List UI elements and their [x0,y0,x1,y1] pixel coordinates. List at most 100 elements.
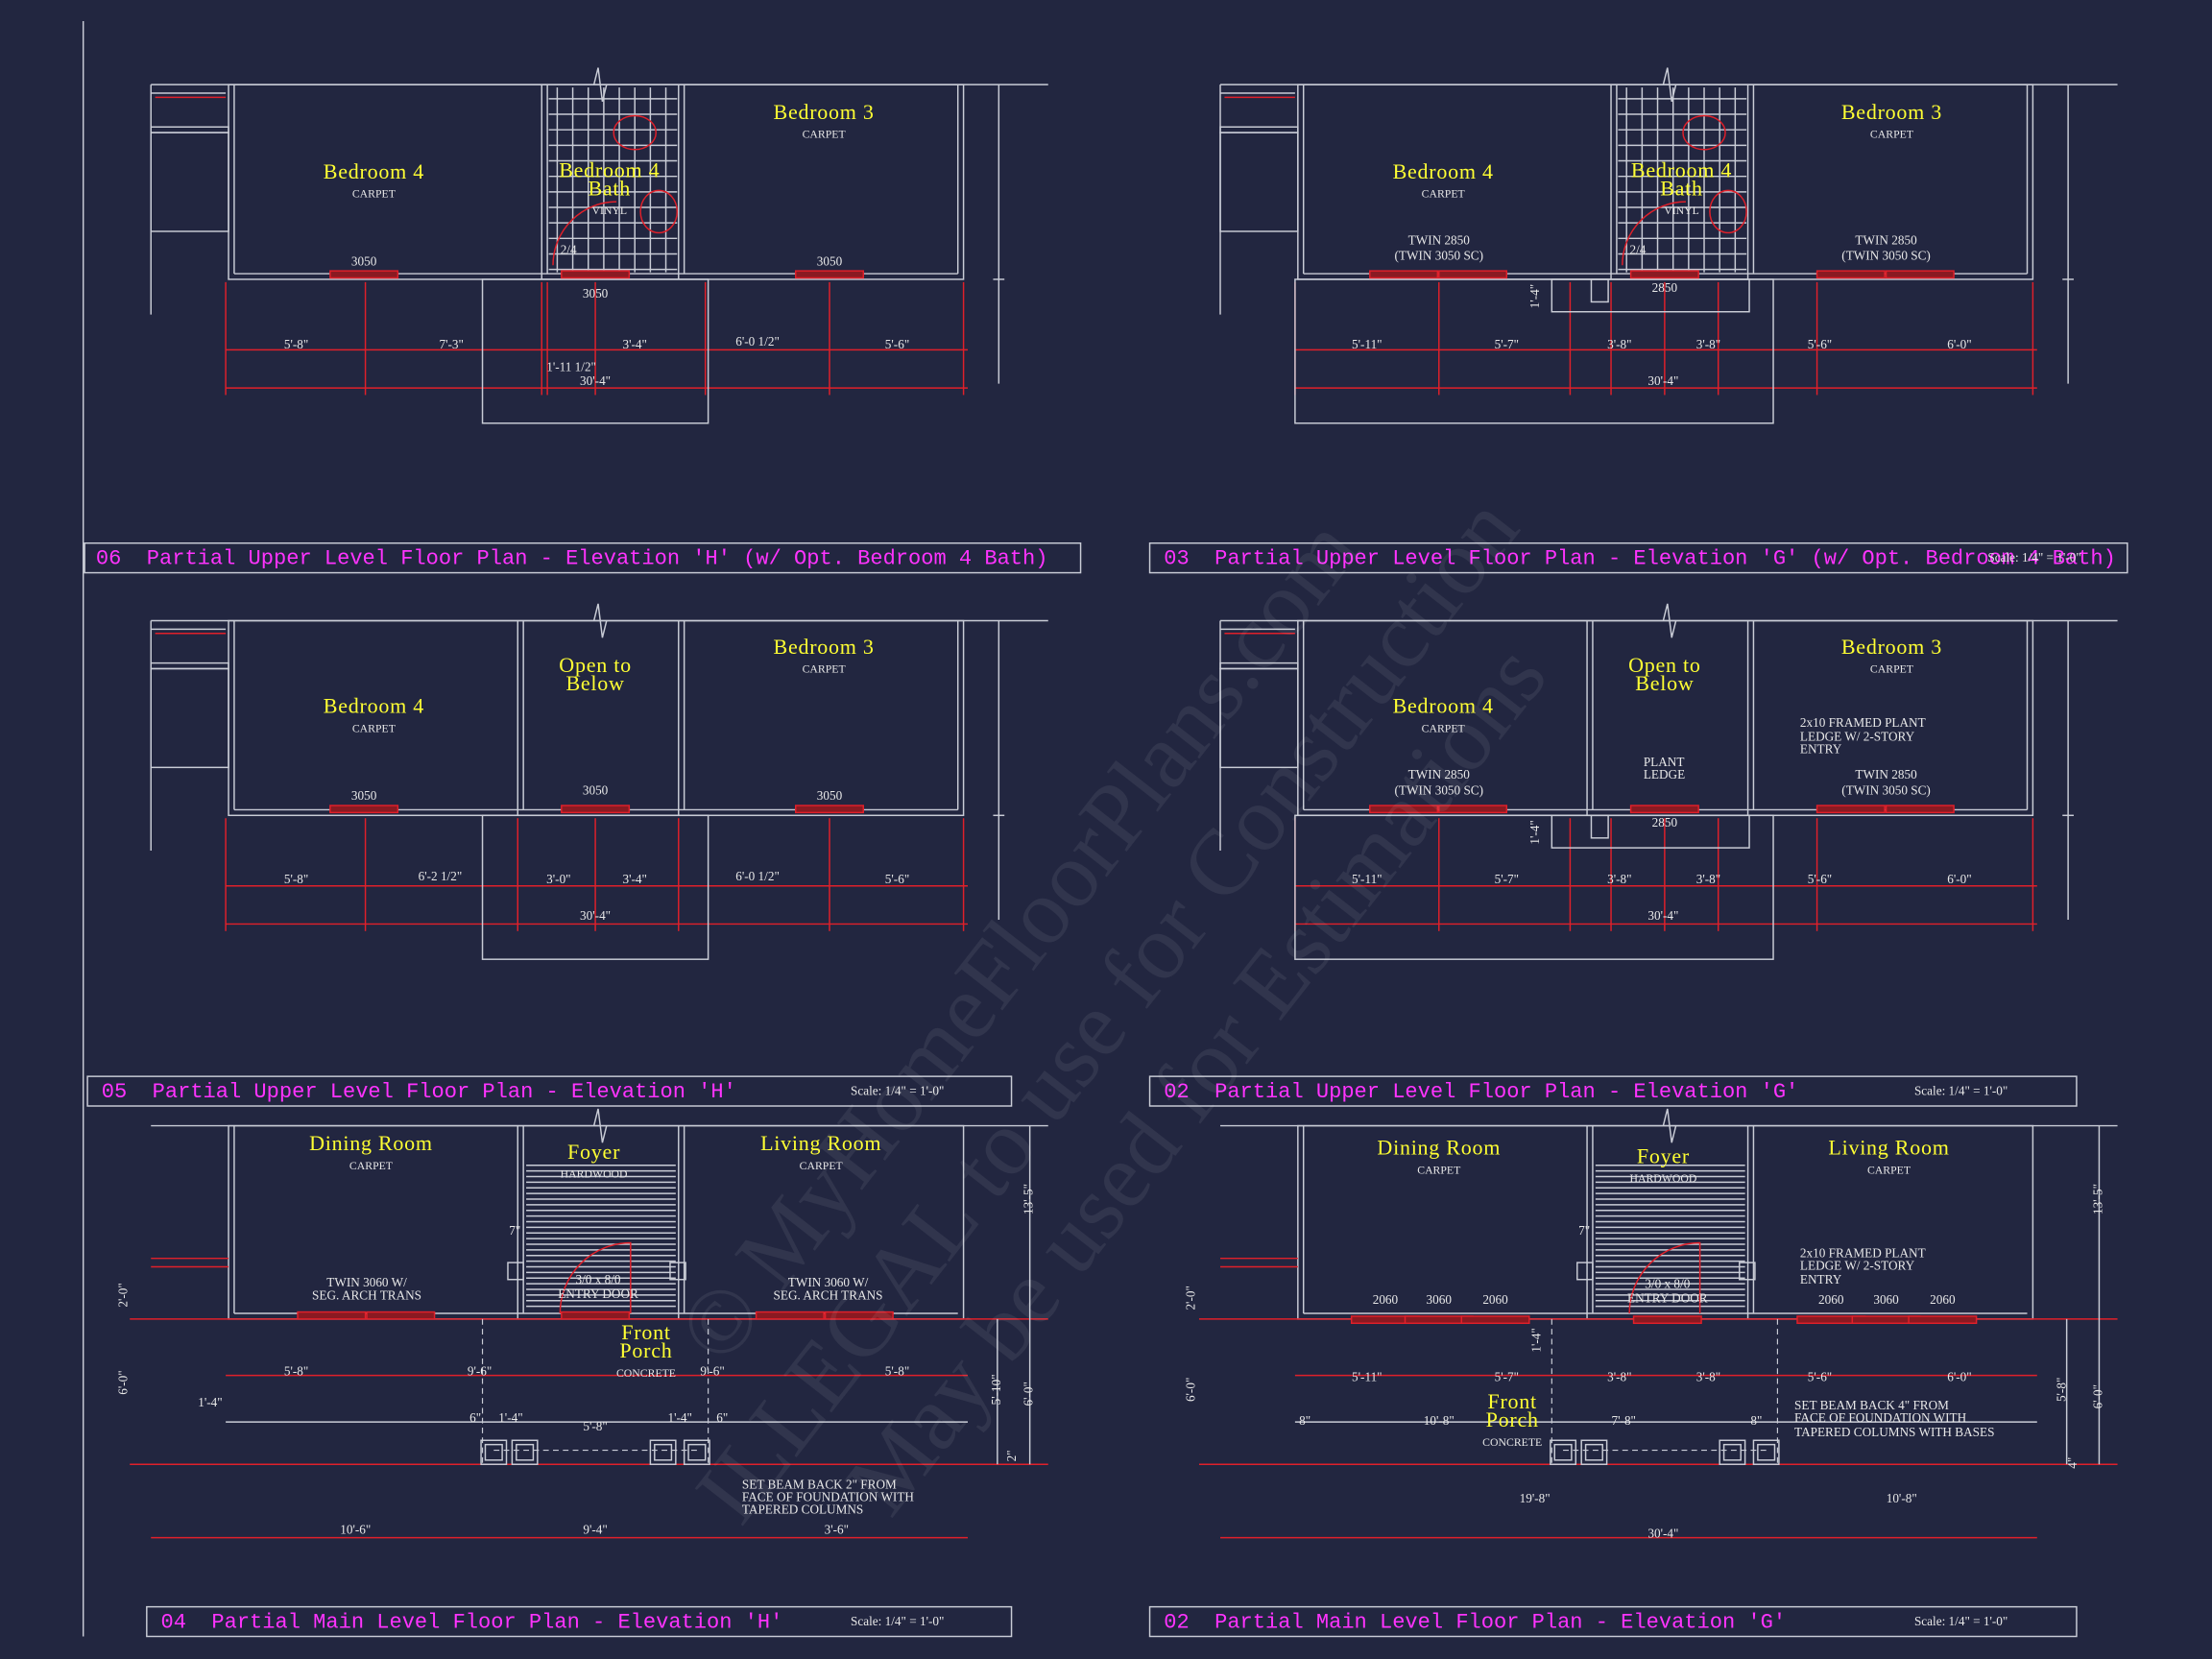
room-floor: CARPET [352,722,396,734]
dimension-label: SEG. ARCH TRANS [774,1287,883,1302]
wall [1294,814,1774,960]
dimension-label: 2060 [1930,1292,1956,1307]
dimension-label: ENTRY DOOR [558,1286,638,1301]
room-name: Open to [559,653,632,677]
dimension-label: 30'-4" [1647,1527,1678,1541]
window [561,1310,631,1320]
dimension-label: PLANT [1644,755,1685,769]
dimension-label: 1'-4" [1527,284,1542,308]
window [1908,1315,1978,1325]
dimension-label: 5'-8" [284,872,308,886]
dimension-label: 2850 [1652,280,1678,295]
door-swing [552,201,617,266]
dimension-label: 30'-4" [580,908,611,923]
panel-scale: Scale: 1/4" = 1'-0" [1914,1614,2008,1628]
room-floor: CARPET [349,1160,393,1172]
dimension-label: TWIN 3060 W/ [788,1275,869,1289]
room-name: Bath [1660,176,1703,200]
dimension-label: 5'-8" [2054,1378,2068,1402]
panel-title: 04 Partial Main Level Floor Plan - Eleva… [161,1611,783,1635]
dimension-label: 5'-8" [284,1364,308,1379]
room-floor: CARPET [352,187,396,200]
room-floor: CARPET [803,663,846,676]
dimension-label: 5'-6" [1808,337,1832,351]
wall [480,1439,508,1465]
dimension-label: 3'-8" [1696,872,1720,886]
dimension-label: FACE OF FOUNDATION WITH [742,1490,915,1504]
dimension-label: TAPERED COLUMNS [742,1503,863,1517]
toilet [613,114,658,151]
wall [1590,814,1609,839]
dimension-label: 3060 [1427,1292,1453,1307]
room-floor: HARDWOOD [1629,1172,1696,1185]
room-floor: CARPET [1422,722,1465,734]
dimension-label: 5'-8" [284,337,308,351]
panel-title: 02 Partial Main Level Floor Plan - Eleva… [1164,1611,1786,1635]
dimension-label: 5'-11" [1352,1370,1382,1384]
room-floor: CARPET [1422,187,1465,200]
wall [1294,278,1774,424]
room-name: Front [621,1320,670,1344]
wall [484,1443,503,1461]
window [1460,1315,1530,1325]
dimension-label: 3'-6" [825,1522,849,1536]
panel-scale: Scale: 1/4" = 1'-0" [1914,1083,2008,1097]
drawing-lines [84,67,2128,1638]
dimension-label: 1'-4" [1527,820,1542,844]
dimension-label: TWIN 2850 [1408,767,1471,781]
dimension-label: 1'-4" [668,1410,692,1425]
dimension-label: TWIN 2850 [1855,767,1917,781]
break-mark [592,67,608,102]
wall [687,1443,707,1461]
window [1815,270,1886,279]
dimension-label: 5'-6" [885,337,909,351]
window [1438,270,1508,279]
room-name: Bedroom 4 [1631,157,1732,181]
title-bar [1148,541,2128,574]
wall [481,814,709,960]
dimension-label: 3'-4" [623,872,647,886]
room-name: Porch [619,1338,672,1362]
break-mark [1662,67,1677,102]
break-mark [592,1108,608,1143]
window [1369,270,1439,279]
wall [481,278,709,424]
wall [1576,1262,1594,1281]
window [795,805,864,814]
wall [1550,1439,1577,1465]
dimension-label: 4" [2065,1457,2080,1469]
panel-scale: Scale: 1/4" = 1'-0" [851,1083,944,1097]
wall [683,1439,710,1465]
dimension-label: SET BEAM BACK 4" FROM [1794,1398,1949,1412]
room-floor: VINYL [592,204,628,217]
wall [1722,1443,1742,1461]
dimension-label: 3/0 x 8/0 [1645,1277,1690,1291]
room-floor: CONCRETE [1482,1436,1542,1449]
room-name: Bedroom 3 [774,635,875,659]
sink [1709,189,1747,234]
wall [1584,1443,1603,1461]
dimension-label: 1'-4" [1529,1328,1544,1352]
dimension-label: 6'-0" [1947,337,1971,351]
window [1438,805,1508,814]
dimension-label: TWIN 3060 W/ [326,1275,407,1289]
dimension-label: SET BEAM BACK 2" FROM [742,1477,897,1491]
dimension-label: 30'-4" [1647,373,1678,388]
dimension-label: TAPERED COLUMNS WITH BASES [1794,1425,1994,1439]
dimension-label: 2'-0" [1184,1286,1198,1310]
wall [649,1439,677,1465]
window [329,270,399,279]
dimension-label: 3'-8" [1607,872,1631,886]
dimension-label: 1'-11 1/2" [546,360,596,374]
room-floor: CARPET [1870,663,1913,676]
annotations: 06 Partial Upper Level Floor Plan - Elev… [96,100,2116,1635]
dimension-label: (TWIN 3050 SC) [1395,248,1484,262]
dimension-label: (TWIN 3050 SC) [1841,248,1931,262]
dimension-label: 9'-6" [700,1364,724,1379]
break-mark [592,603,608,638]
dimension-label: 3'-8" [1696,1370,1720,1384]
room-name: Bedroom 4 [324,159,424,183]
room-name: Bath [588,176,631,200]
dimension-label: 6'-2 1/2" [419,869,463,883]
room-floor: HARDWOOD [561,1168,628,1181]
